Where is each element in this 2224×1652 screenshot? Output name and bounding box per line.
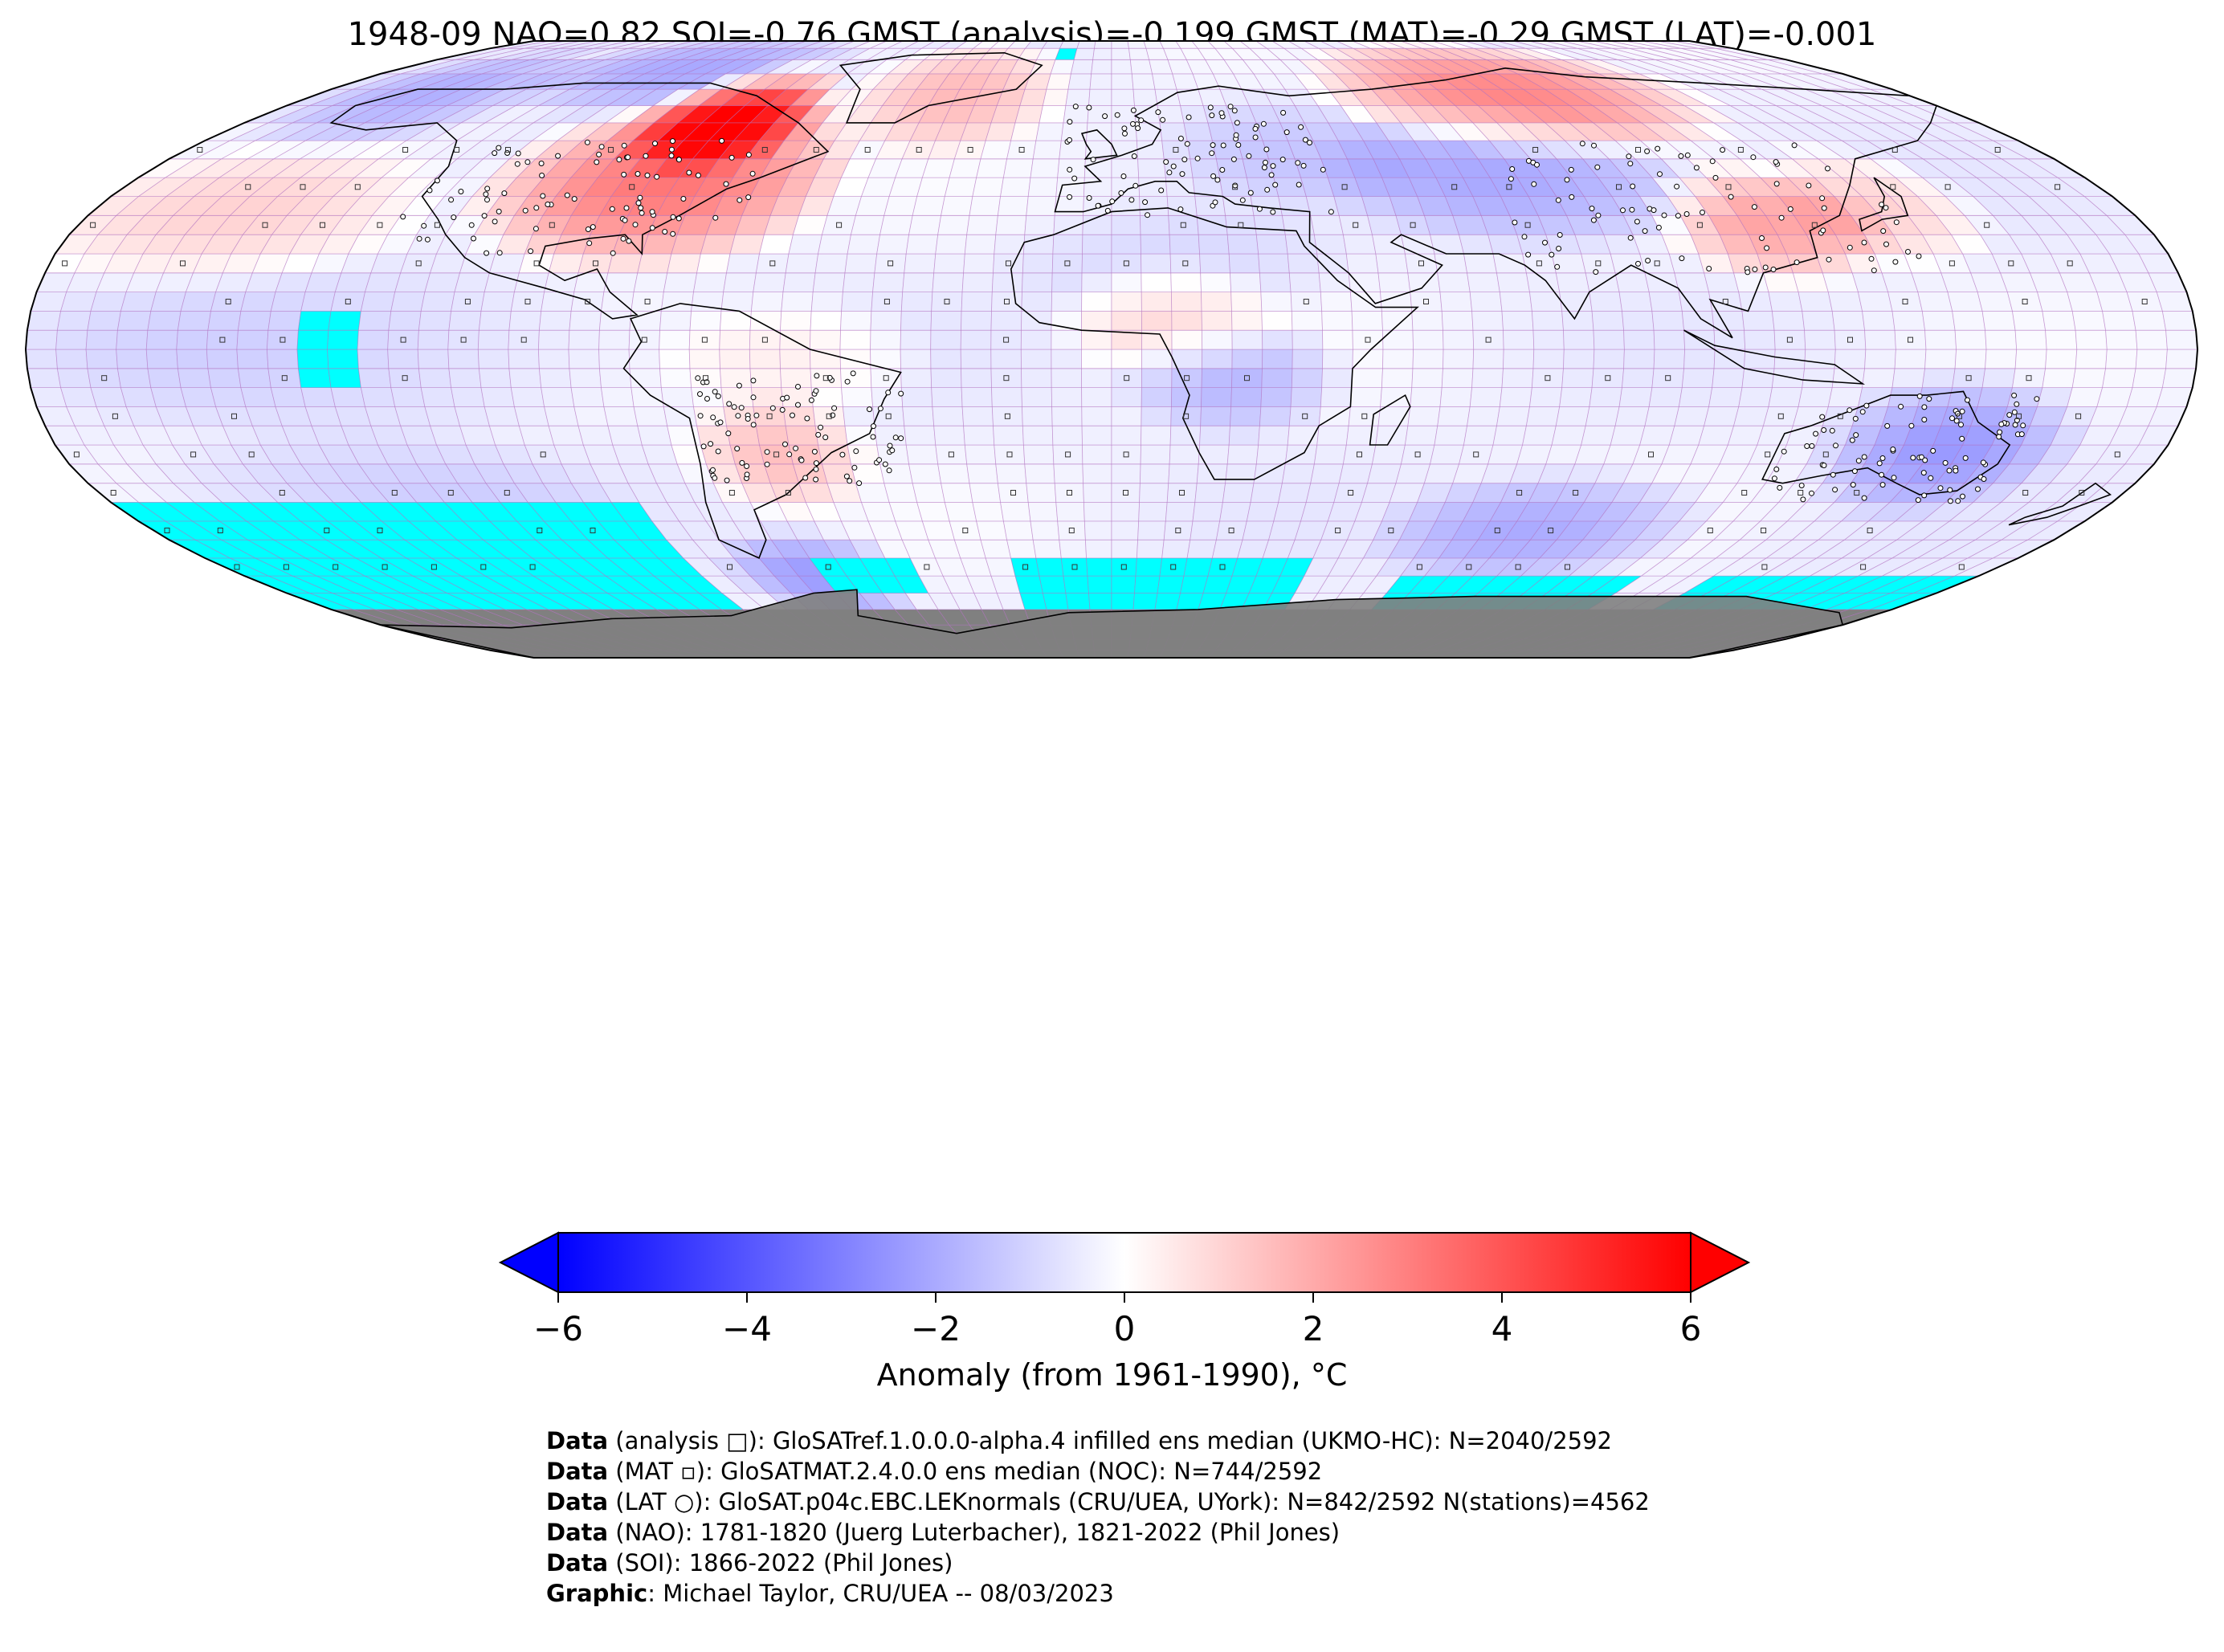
- colorbar-tick-label: 2: [1302, 1309, 1324, 1348]
- colorbar-gradient: [557, 1232, 1691, 1293]
- colorbar-extend-high: [1690, 1231, 1751, 1294]
- credit-line: Data (SOI): 1866-2022 (Phil Jones): [546, 1549, 953, 1577]
- world-map: [24, 40, 2199, 659]
- colorbar-tick-label: −2: [911, 1309, 961, 1348]
- credit-line: Data (MAT ▫): GloSATMAT.2.4.0.0 ens medi…: [546, 1458, 1323, 1485]
- credit-line: Data (LAT ○): GloSAT.p04c.EBC.LEKnormals…: [546, 1488, 1650, 1515]
- colorbar-tick-label: −6: [533, 1309, 583, 1348]
- colorbar-extend-low: [498, 1231, 559, 1294]
- credits-block: Data (analysis □): GloSATref.1.0.0.0-alp…: [546, 1426, 1650, 1609]
- credit-line: Graphic: Michael Taylor, CRU/UEA -- 08/0…: [546, 1580, 1114, 1607]
- colorbar-tick-label: 4: [1491, 1309, 1513, 1348]
- colorbar-tick-label: 0: [1113, 1309, 1136, 1348]
- colorbar-tick-label: −4: [722, 1309, 772, 1348]
- credit-line: Data (analysis □): GloSATref.1.0.0.0-alp…: [546, 1427, 1613, 1454]
- colorbar-label: Anomaly (from 1961-1990), °C: [876, 1357, 1348, 1393]
- colorbar-tick-label: 6: [1679, 1309, 1702, 1348]
- credit-line: Data (NAO): 1781-1820 (Juerg Luterbacher…: [546, 1519, 1341, 1546]
